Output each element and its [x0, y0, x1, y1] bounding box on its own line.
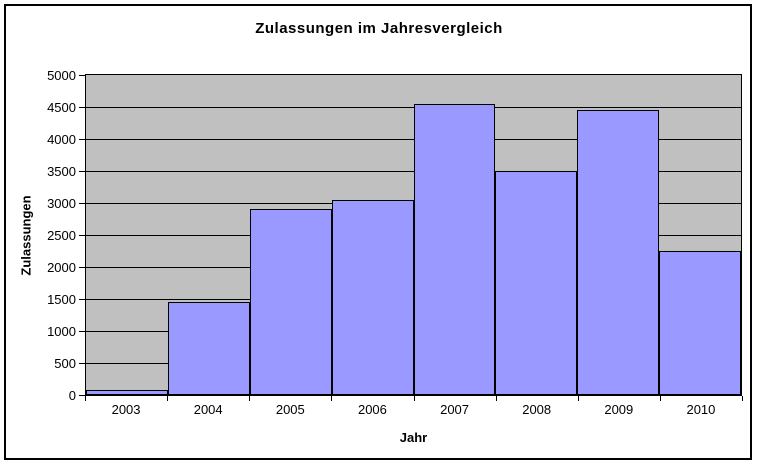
y-axis-title: Zulassungen	[18, 195, 34, 276]
x-tick-mark	[85, 396, 86, 401]
bar-slot-2010	[659, 75, 741, 395]
bar-slot-2008	[495, 75, 578, 395]
y-tick-mark	[79, 107, 85, 108]
y-tick-label-3500: 3500	[47, 164, 76, 179]
y-tick-mark	[79, 395, 85, 396]
x-tick-label-2008: 2008	[522, 402, 552, 417]
x-tick-label-2004: 2004	[193, 402, 223, 417]
y-tick-mark	[79, 171, 85, 172]
bar-slot-2003	[86, 75, 168, 395]
bar-2009	[577, 110, 660, 395]
x-tick-mark	[413, 396, 415, 401]
y-tick-mark	[79, 235, 85, 236]
x-tick-mark	[577, 396, 579, 401]
x-tick-label-2003: 2003	[111, 402, 141, 417]
y-tick-label-1000: 1000	[47, 324, 76, 339]
x-tick-mark	[659, 396, 661, 401]
y-tick-mark	[79, 139, 85, 140]
y-tick-label-2000: 2000	[47, 260, 76, 275]
x-tick-mark	[167, 396, 169, 401]
x-tick-label-2005: 2005	[275, 402, 305, 417]
x-tick-label-2006: 2006	[357, 402, 387, 417]
chart-title: Zulassungen im Jahresvergleich	[255, 20, 503, 37]
y-tick-label-4000: 4000	[47, 132, 76, 147]
y-tick-mark	[79, 363, 85, 364]
y-tick-mark	[79, 267, 85, 268]
x-tick-label-2007: 2007	[440, 402, 470, 417]
x-tick-label-2010: 2010	[686, 402, 716, 417]
y-tick-label-4500: 4500	[47, 100, 76, 115]
y-tick-label-0: 0	[68, 388, 76, 403]
x-tick-mark	[495, 396, 497, 401]
bar-2010	[659, 251, 741, 395]
bar-2005	[249, 209, 332, 395]
bars	[86, 75, 741, 395]
y-tick-label-3000: 3000	[47, 196, 76, 211]
x-axis-title: Jahr	[399, 430, 428, 445]
bar-2003	[86, 390, 168, 395]
bar-slot-2007	[413, 75, 496, 395]
y-tick-mark	[79, 203, 85, 204]
y-tick-mark	[79, 331, 85, 332]
x-tick-label-2009: 2009	[604, 402, 634, 417]
y-tick-mark	[79, 75, 85, 76]
x-tick-mark	[249, 396, 251, 401]
bar-slot-2004	[167, 75, 250, 395]
bar-slot-2005	[249, 75, 332, 395]
x-tick-mark	[742, 396, 743, 401]
plot-area	[85, 74, 742, 396]
bar-slot-2006	[331, 75, 414, 395]
y-tick-label-5000: 5000	[47, 68, 76, 83]
bar-slot-2009	[577, 75, 660, 395]
y-tick-label-1500: 1500	[47, 292, 76, 307]
x-tick-mark	[331, 396, 333, 401]
bar-2004	[167, 302, 250, 395]
bar-2008	[495, 171, 578, 395]
y-tick-label-2500: 2500	[47, 228, 76, 243]
y-tick-label-500: 500	[54, 356, 76, 371]
bar-2006	[331, 199, 414, 395]
bar-2007	[413, 103, 496, 395]
y-tick-mark	[79, 299, 85, 300]
